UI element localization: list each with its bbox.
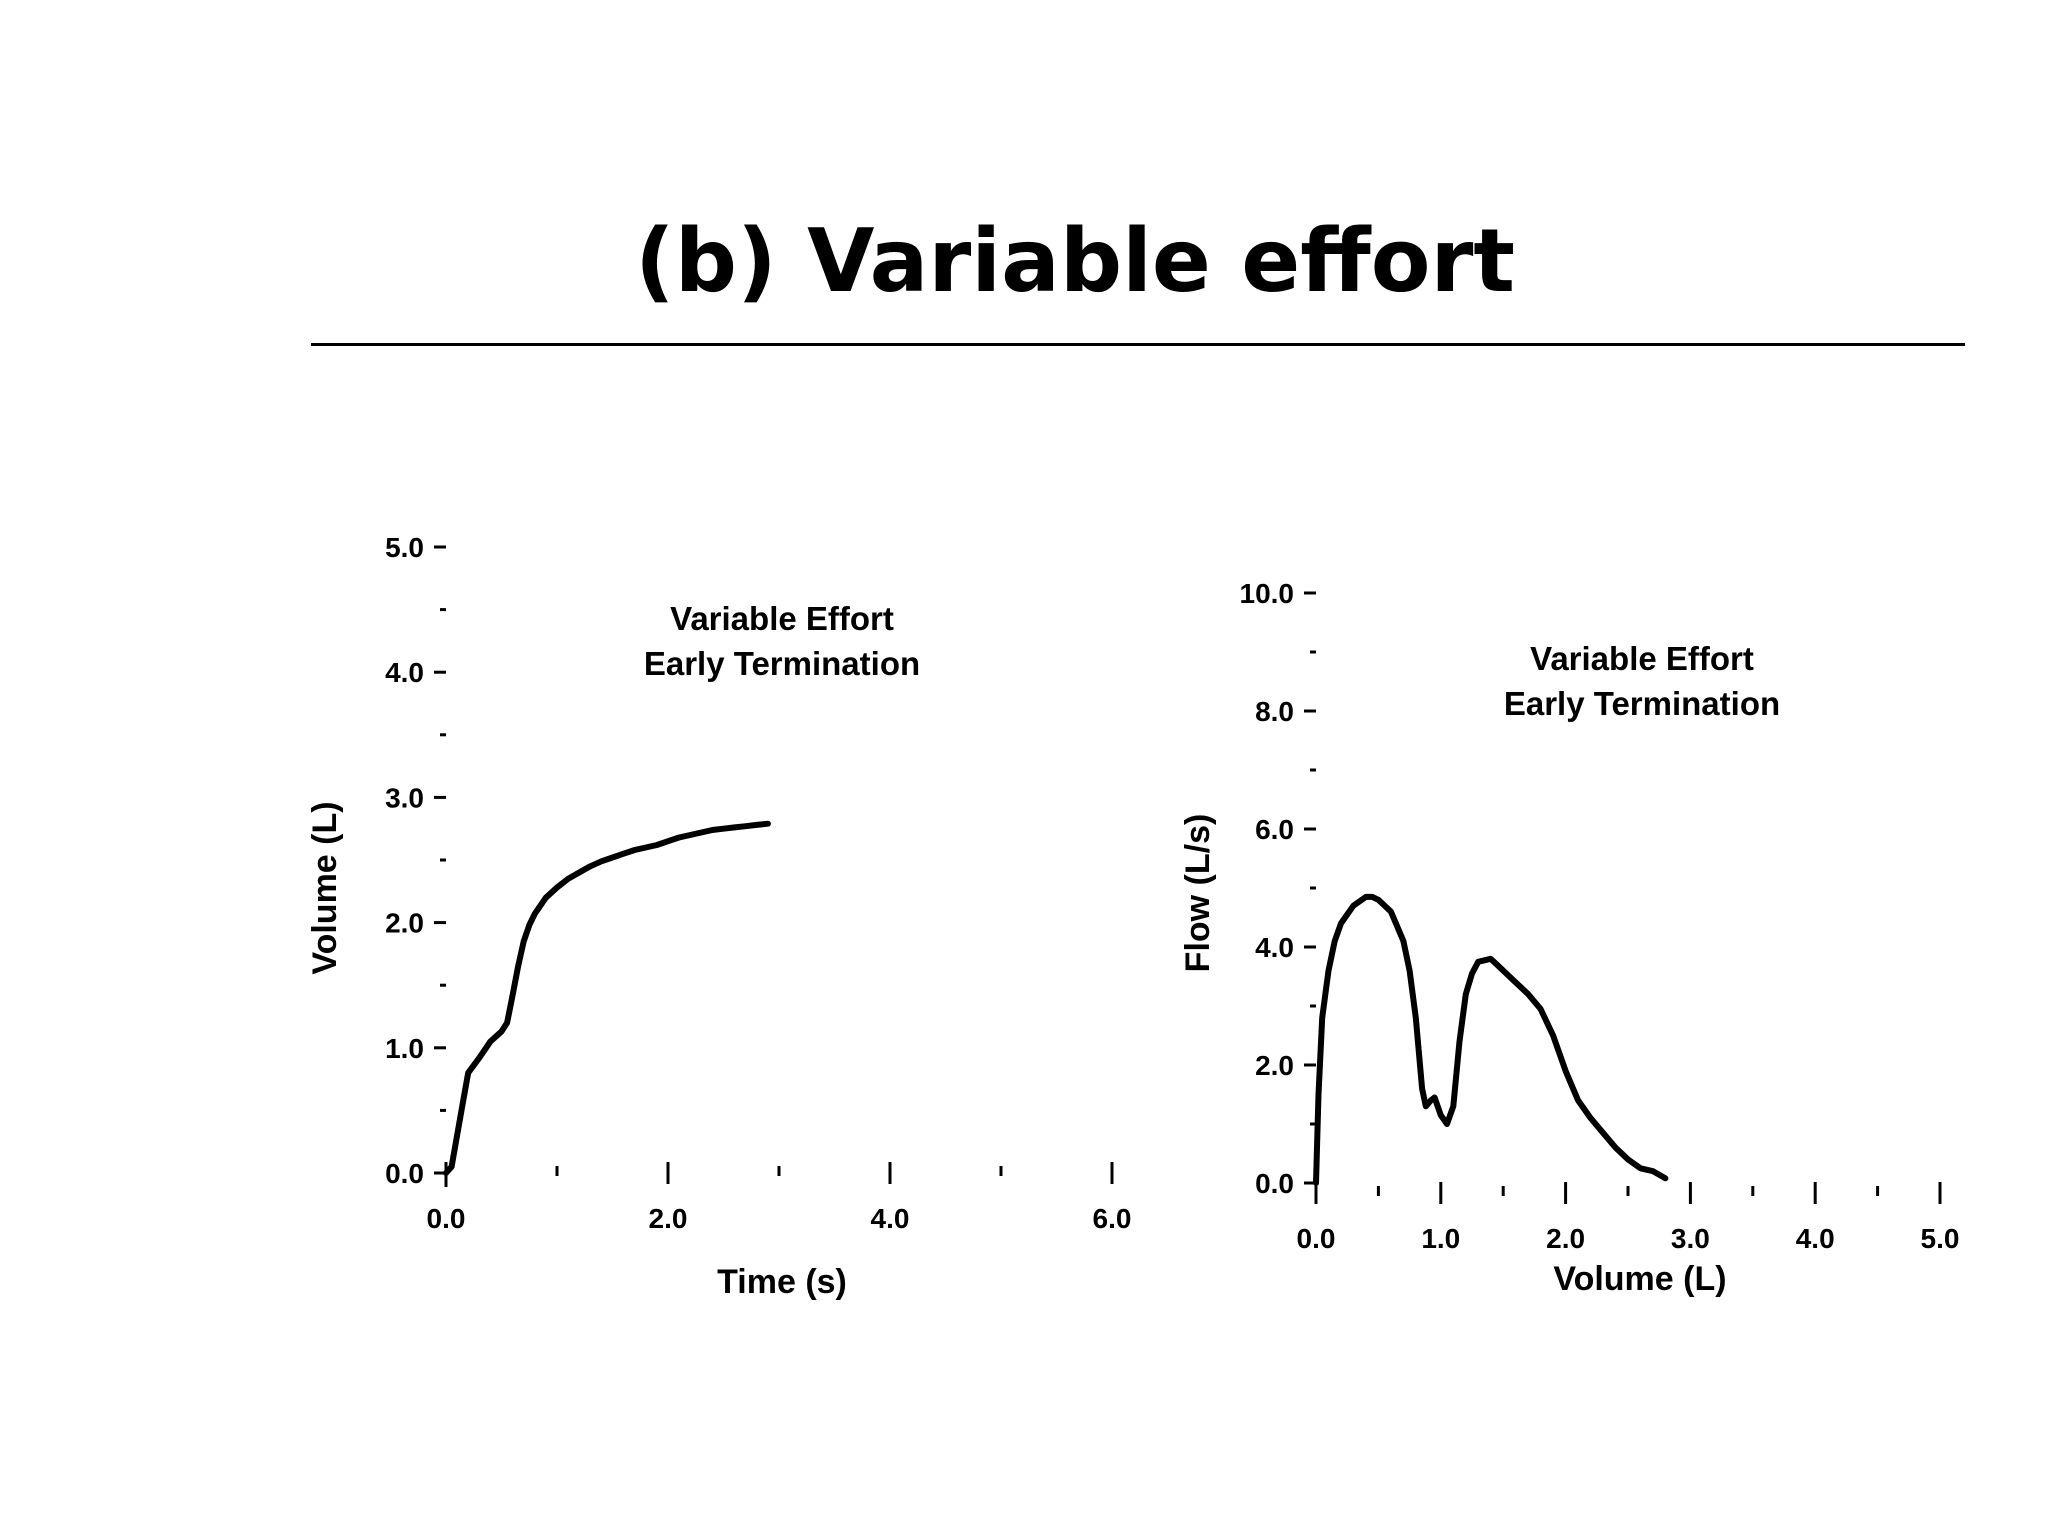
right-x-tick-label: 1.0	[1421, 1223, 1460, 1254]
left-x-axis-label: Time (s)	[717, 1263, 847, 1301]
left-annotation-line: Variable Effort	[670, 600, 894, 637]
left-x-tick-label: 4.0	[871, 1203, 910, 1234]
left-x-tick-label: 2.0	[649, 1203, 688, 1234]
right-y-axis-label: Flow (L/s)	[1179, 814, 1217, 973]
left-y-tick-label: 5.0	[385, 532, 424, 563]
right-x-tick-label: 5.0	[1921, 1223, 1960, 1254]
right-y-tick-label: 10.0	[1240, 578, 1295, 609]
slide-title: (b) Variable effort	[635, 210, 1515, 312]
left-y-axis-label: Volume (L)	[306, 801, 344, 974]
left-y-tick-label: 3.0	[385, 782, 424, 813]
left-annotation-line: Early Termination	[644, 645, 920, 682]
right-y-tick-label: 8.0	[1255, 696, 1294, 727]
right-y-tick-label: 6.0	[1255, 814, 1294, 845]
left-y-tick-label: 4.0	[385, 657, 424, 688]
right-y-tick-label: 4.0	[1255, 932, 1294, 963]
left-x-tick-label: 6.0	[1093, 1203, 1132, 1234]
right-annotation-line: Variable Effort	[1530, 640, 1754, 677]
right-series-line	[1313, 893, 1669, 1186]
right-x-tick-label: 4.0	[1796, 1223, 1835, 1254]
title-divider	[311, 343, 1965, 346]
right-x-tick-label: 3.0	[1671, 1223, 1710, 1254]
right-x-tick-label: 0.0	[1297, 1223, 1336, 1254]
left-y-tick-label: 0.0	[385, 1158, 424, 1189]
right-x-axis-label: Volume (L)	[1553, 1260, 1726, 1298]
left-y-tick-label: 2.0	[385, 908, 424, 939]
left-series-line	[443, 820, 771, 1176]
right-y-tick-label: 0.0	[1255, 1168, 1294, 1199]
left-y-tick-label: 1.0	[385, 1033, 424, 1064]
right-y-tick-label: 2.0	[1255, 1050, 1294, 1081]
left-x-tick-label: 0.0	[427, 1203, 466, 1234]
right-annotation-line: Early Termination	[1504, 685, 1780, 722]
right-x-tick-label: 2.0	[1546, 1223, 1585, 1254]
